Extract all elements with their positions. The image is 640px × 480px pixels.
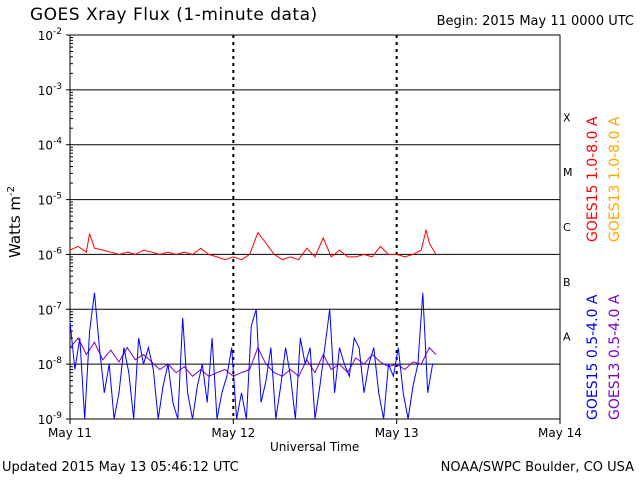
y-tick-exponent: -7 (53, 301, 62, 311)
y-tick-exponent: -8 (53, 356, 62, 366)
chart-title: GOES Xray Flux (1-minute data) (30, 5, 318, 25)
y-tick-exponent: -3 (53, 82, 62, 92)
y-axis-label: Watts m-2 (6, 186, 24, 258)
credit: NOAA/SWPC Boulder, CO USA (440, 460, 634, 475)
y-tick-label: 10-2 (38, 27, 62, 43)
legend-goes13-short: GOES13 0.5-4.0 A (607, 294, 623, 420)
y-axis-label-text: Watts m (6, 195, 24, 258)
y-tick-exponent: -2 (53, 27, 62, 37)
y-tick-base: 10 (38, 194, 53, 208)
x-tick-label: May 14 (538, 426, 582, 440)
y-tick-label: 10-9 (38, 411, 63, 427)
y-tick-base: 10 (38, 84, 53, 98)
y-tick-base: 10 (38, 29, 53, 43)
y-tick-base: 10 (38, 248, 53, 262)
flare-class-label: C (563, 221, 571, 234)
y-tick-exponent: -4 (53, 137, 62, 147)
x-tick-label: May 11 (48, 426, 92, 440)
y-tick-label: 10-3 (38, 82, 62, 98)
plot-frame (69, 34, 561, 420)
y-tick-label: 10-7 (38, 301, 62, 317)
series-lines (69, 229, 437, 420)
y-tick-label: 10-8 (38, 356, 63, 372)
y-tick-base: 10 (38, 303, 53, 317)
y-tick-base: 10 (38, 413, 53, 427)
y-tick-label: 10-5 (38, 192, 62, 208)
y-tick-base: 10 (38, 139, 53, 153)
flare-class-label: A (563, 331, 571, 344)
x-tick-label: May 12 (211, 426, 255, 440)
series-line (69, 292, 436, 420)
x-axis-label: Universal Time (270, 440, 360, 454)
flare-class-label: M (563, 166, 573, 179)
legend-goes15-short: GOES15 0.5-4.0 A (585, 294, 601, 420)
y-ticks: 10-210-310-410-510-610-710-810-9 (38, 27, 73, 427)
series-line (69, 337, 437, 378)
y-tick-exponent: -5 (53, 192, 62, 202)
flare-classes: X M C B A (563, 111, 573, 343)
y-axis-label-exponent: -2 (6, 185, 17, 196)
y-tick-label: 10-4 (38, 137, 63, 153)
series-line (69, 229, 437, 261)
legend-goes13-long: GOES13 1.0-8.0 A (607, 116, 623, 242)
legend-goes15-long: GOES15 1.0-8.0 A (585, 116, 601, 242)
x-tick-label: May 13 (375, 426, 419, 440)
y-tick-exponent: -6 (53, 246, 62, 256)
updated-time: Updated 2015 May 13 05:46:12 UTC (2, 460, 239, 475)
y-tick-base: 10 (38, 358, 53, 372)
flare-class-label: X (563, 111, 571, 124)
y-tick-exponent: -9 (53, 411, 62, 421)
flare-class-label: B (563, 276, 571, 289)
begin-time: Begin: 2015 May 11 0000 UTC (436, 14, 634, 29)
y-tick-label: 10-6 (38, 246, 63, 262)
x-ticks: May 11 May 12 May 13 May 14 (48, 419, 582, 440)
